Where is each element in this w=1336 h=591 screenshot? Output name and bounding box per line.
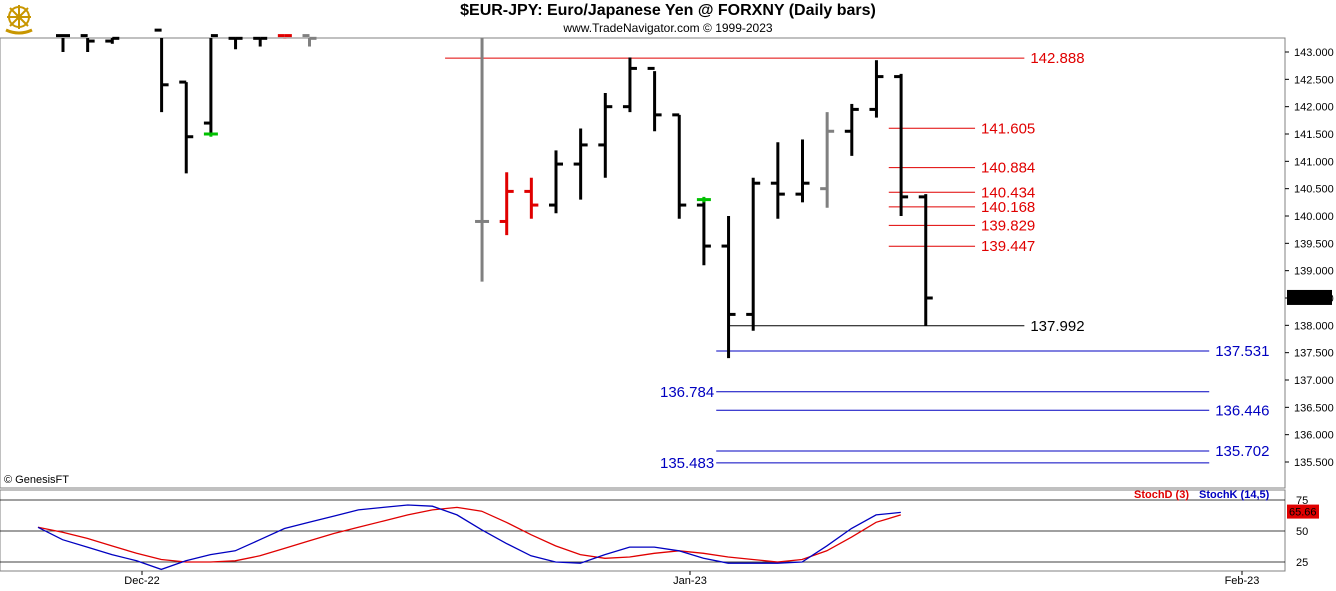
stoch-axis-tick-label: 75 [1296,495,1308,507]
price-axis-tick-label: 138.000 [1294,320,1334,332]
legend-stochk: StochK (14,5) [1199,489,1270,501]
stoch-axis-tick-label: 25 [1296,557,1308,569]
stochastic-panel: 75 50 25 StochD (3) StochK (14,5) 65.66 [0,489,1319,572]
stoch-axis-tick-label: 50 [1296,526,1308,538]
price-axis-tick-label: 142.500 [1294,74,1334,86]
chart-header: $EUR-JPY: Euro/Japanese Yen @ FORXNY (Da… [0,0,1336,38]
stochastic-panel-frame [0,489,1286,572]
price-axis-tick-label: 139.500 [1294,238,1334,250]
ohlc-bar [647,66,662,132]
level-label-142.888: 142.888 [1030,50,1084,67]
ohlc-bar [302,34,317,47]
price-axis-tick-label: 137.000 [1294,375,1334,387]
x-axis-tick-label: Feb-23 [1225,575,1260,587]
price-axis-tick-label: 140.500 [1294,184,1334,196]
ohlc-bar [475,38,490,282]
last-price-label: 138.501 [1290,293,1330,305]
price-axis-tick-label: 136.000 [1294,430,1334,442]
level-label-140.434: 140.434 [981,184,1035,201]
ohlc-bar [770,142,785,219]
ohlc-bar [179,80,194,174]
price-axis-tick-label: 141.500 [1294,129,1334,141]
level-label-141.605: 141.605 [981,120,1035,137]
ohlc-bar [894,73,909,216]
price-axis-tick-label: 141.000 [1294,156,1334,168]
ohlc-bar [154,28,169,113]
ohlc-bar [844,103,859,156]
copyright-label: © GenesisFT [4,474,69,486]
ohlc-bar [80,34,95,52]
ohlc-bar [573,128,588,200]
ohlc-bar [721,216,736,359]
x-axis-tick-label: Dec-22 [124,575,159,587]
level-label-135.702: 135.702 [1215,443,1269,460]
last-price-box [1287,289,1332,305]
level-label-139.447: 139.447 [981,238,1035,255]
ohlc-bar [228,36,243,50]
ohlc-bar [672,113,687,219]
level-label-139.829: 139.829 [981,217,1035,234]
ohlc-bar [598,93,613,178]
ohlc-bar [918,194,933,326]
price-axis-tick-label: 139.000 [1294,266,1334,278]
level-label-137.531: 137.531 [1215,343,1269,360]
price-panel-frame [0,37,1286,489]
ship-wheel-logo-icon [5,5,33,35]
ohlc-bar [696,199,711,266]
ohlc-bar [549,150,563,214]
price-panel: 143.000 142.500 142.000 141.500 141.000 140.5… [0,28,1334,489]
ohlc-bar [869,60,884,118]
level-label-140.884: 140.884 [981,160,1035,177]
chart-subtitle: www.TradeNavigator.com © 1999-2023 [563,21,773,35]
price-axis-tick-label: 135.500 [1294,457,1334,469]
ohlc-bar [795,139,810,203]
price-axis-tick-label: 142.000 [1294,102,1334,114]
ohlc-bar [499,172,514,236]
level-label-135.483: 135.483 [660,455,714,472]
ohlc-bar [746,177,761,331]
stoch-last-value-label: 65.66 [1289,507,1317,519]
ohlc-bar [622,57,637,113]
level-label-137.992: 137.992 [1030,318,1084,335]
ohlc-bar [820,112,835,208]
legend-stochd: StochD (3) [1134,489,1189,501]
ohlc-bar [277,34,292,39]
stoch-last-value-box [1287,504,1319,519]
ohlc-bar [105,36,120,44]
price-axis-tick-label: 140.000 [1294,211,1334,223]
ohlc-bar [696,196,711,203]
ohlc-bar [253,36,268,47]
x-axis-tick-label: Jan-23 [673,575,707,587]
ohlc-bar [203,34,218,134]
stoch-series-line [37,504,901,571]
ohlc-bar [56,34,70,52]
ohlc-bar [524,177,539,219]
chart-title: $EUR-JPY: Euro/Japanese Yen @ FORXNY (Da… [460,2,876,19]
price-axis-tick-label: 143.000 [1294,47,1334,59]
price-axis-tick-label: 137.500 [1294,348,1334,360]
price-axis-tick-label: 136.500 [1294,402,1334,414]
level-label-136.446: 136.446 [1215,402,1269,419]
level-label-136.784: 136.784 [660,384,714,401]
ohlc-bar [203,132,218,137]
level-label-140.168: 140.168 [981,199,1035,216]
